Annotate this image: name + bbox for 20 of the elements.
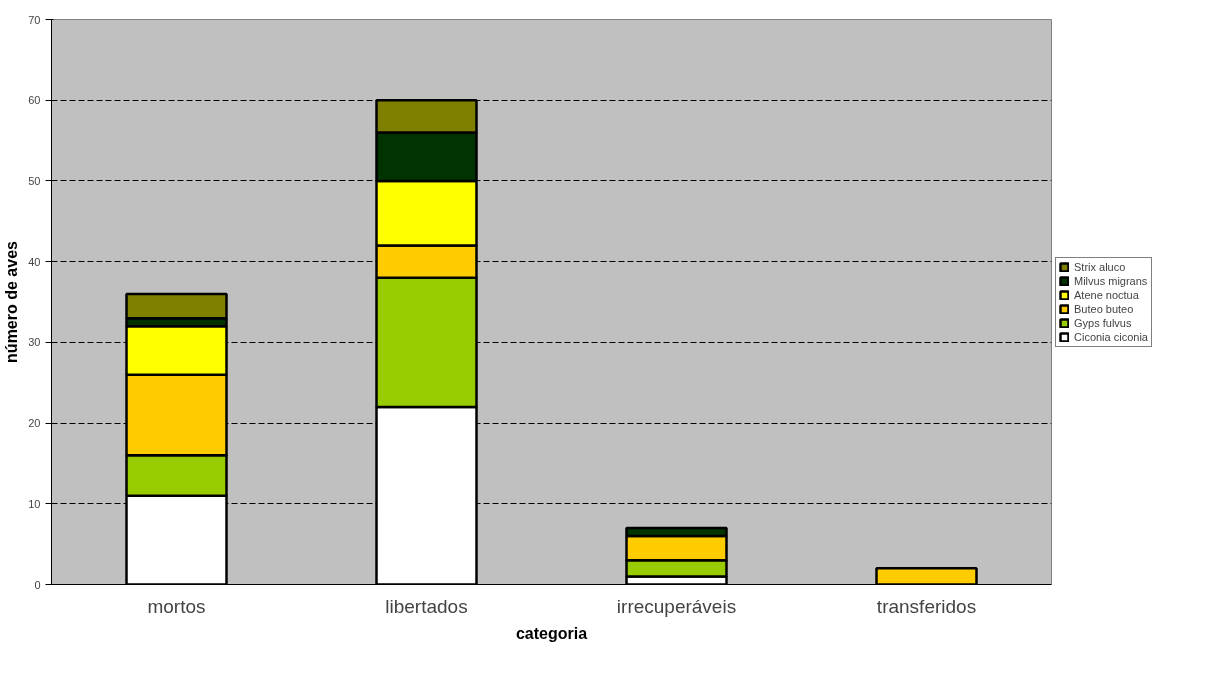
legend-label: Milvus migrans bbox=[1074, 274, 1148, 287]
y-tick-label: 70 bbox=[28, 13, 41, 26]
y-tick-label: 50 bbox=[28, 174, 41, 187]
y-tick-label: 10 bbox=[28, 497, 41, 510]
legend-label: Gyps fulvus bbox=[1074, 316, 1132, 329]
x-tick-label: libertados bbox=[385, 595, 468, 617]
legend-label: Ciconia ciconia bbox=[1074, 330, 1148, 343]
y-tick-label: 30 bbox=[28, 336, 41, 349]
x-tick-label: irrecuperáveis bbox=[616, 595, 737, 617]
y-tick-label: 0 bbox=[34, 578, 41, 591]
legend-label: Strix aluco bbox=[1074, 260, 1126, 273]
legend-label: Atene noctua bbox=[1074, 288, 1139, 301]
y-tick-label: 40 bbox=[28, 255, 41, 268]
legend-label: Buteo buteo bbox=[1074, 302, 1134, 315]
y-tick-label: 60 bbox=[28, 94, 41, 107]
x-tick-label: transferidos bbox=[876, 595, 977, 617]
x-axis-title: categoria bbox=[515, 624, 588, 642]
x-tick-label: mortos bbox=[147, 595, 206, 617]
y-tick-label: 20 bbox=[28, 417, 41, 430]
y-axis-title: número de aves bbox=[3, 240, 21, 363]
